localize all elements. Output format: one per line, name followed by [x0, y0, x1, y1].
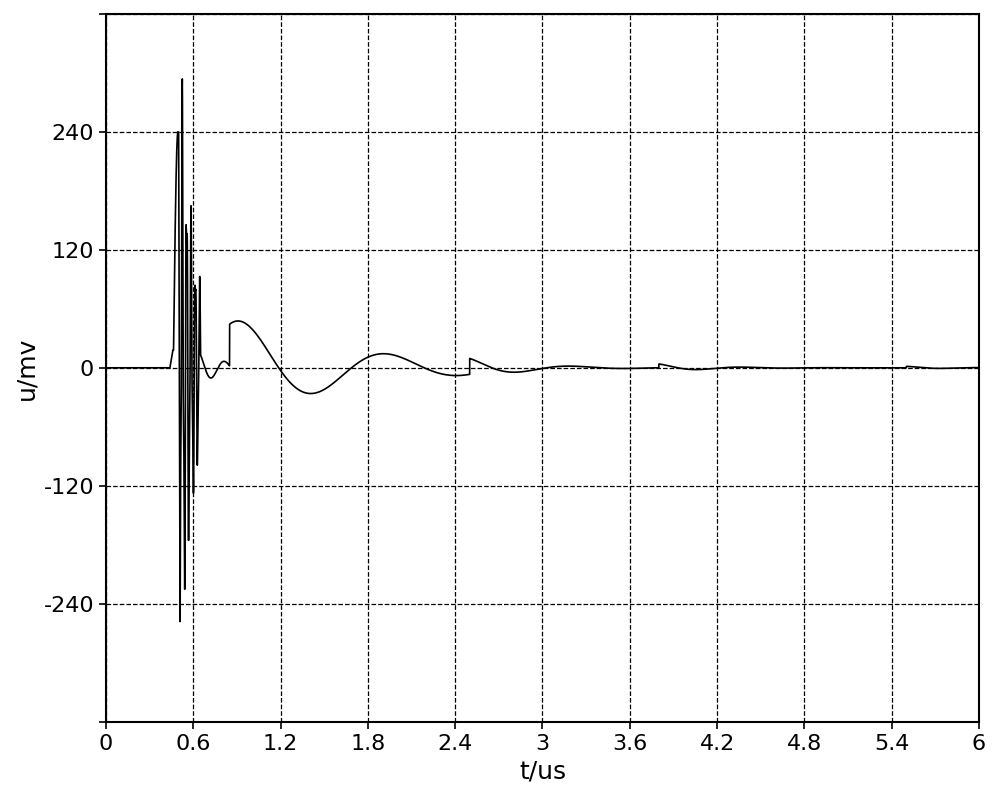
Y-axis label: u/mv: u/mv [14, 336, 38, 399]
X-axis label: t/us: t/us [519, 759, 566, 783]
